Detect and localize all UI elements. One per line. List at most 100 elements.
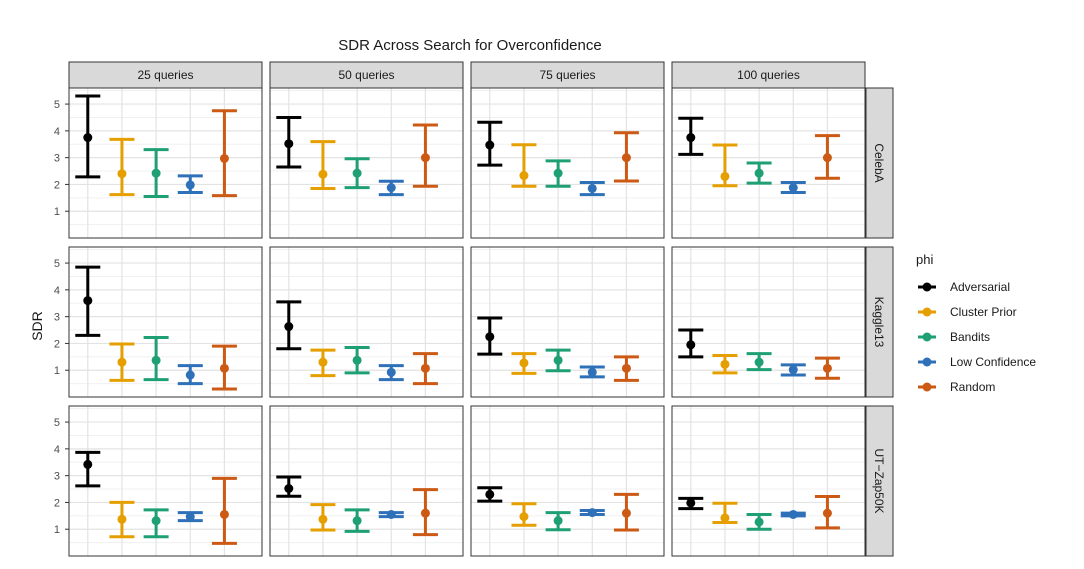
mean-point — [822, 508, 832, 518]
mean-point — [352, 516, 362, 526]
panel-border — [470, 405, 665, 557]
row-strip — [865, 246, 894, 398]
error-bar-bandits — [746, 352, 772, 372]
error-bar-random — [412, 123, 438, 188]
mean-point — [284, 139, 294, 149]
column-strip-label: 75 queries — [539, 68, 595, 82]
error-bar-random — [412, 488, 438, 537]
mean-point — [117, 514, 127, 524]
error-bar-bandits — [344, 157, 370, 190]
y-tick-label: 4 — [54, 285, 60, 297]
legend-item-cluster-prior: Cluster Prior — [918, 305, 1017, 319]
legend-title: phi — [916, 252, 933, 267]
mean-point — [185, 180, 195, 190]
panel-background — [69, 406, 262, 556]
error-bar-bandits — [746, 512, 772, 531]
chart-title: SDR Across Search for Overconfidence — [338, 37, 601, 54]
panel-background — [270, 88, 463, 238]
column-strip-label: 50 queries — [338, 68, 394, 82]
y-tick-label: 3 — [54, 471, 60, 483]
error-bar-adversarial — [276, 475, 302, 498]
panel-border — [470, 87, 665, 239]
column-strip — [470, 61, 665, 89]
mean-point — [822, 153, 832, 163]
panel-border — [68, 405, 263, 557]
legend-item-bandits: Bandits — [918, 330, 990, 344]
legend-label: Low Confidence — [950, 355, 1036, 369]
y-tick-label: 1 — [54, 365, 60, 377]
error-bar-random — [211, 344, 237, 391]
error-bar-bandits — [746, 161, 772, 185]
mean-point — [219, 509, 229, 519]
row-strip-label: Kaggle13 — [872, 297, 886, 348]
error-bar-low-confidence — [177, 511, 203, 523]
mean-point — [420, 153, 430, 163]
row-strip-label: CelebA — [872, 143, 886, 182]
mean-point — [485, 140, 495, 150]
mean-point — [553, 168, 563, 178]
error-bar-cluster-prior — [109, 500, 135, 539]
error-bar-cluster-prior — [712, 501, 738, 525]
error-bar-low-confidence — [780, 509, 806, 519]
error-bar-adversarial — [477, 316, 503, 356]
panel-border — [671, 405, 866, 557]
panel-border — [269, 405, 464, 557]
mean-point — [519, 512, 529, 522]
y-tick-label: 2 — [54, 179, 60, 191]
mean-point — [754, 168, 764, 178]
mean-point — [485, 489, 495, 499]
error-bar-bandits — [344, 345, 370, 375]
legend-label: Cluster Prior — [950, 305, 1017, 319]
error-bar-adversarial — [477, 486, 503, 503]
mean-point — [151, 355, 161, 365]
error-bar-cluster-prior — [712, 143, 738, 188]
y-tick-label: 5 — [54, 258, 60, 270]
error-bar-low-confidence — [378, 509, 404, 519]
error-bar-low-confidence — [378, 364, 404, 382]
legend-label: Random — [950, 380, 995, 394]
y-tick-label: 5 — [54, 99, 60, 111]
mean-point — [318, 514, 328, 524]
error-bar-random — [613, 131, 639, 183]
error-bar-cluster-prior — [109, 137, 135, 197]
legend-key-point — [922, 307, 932, 317]
error-bar-cluster-prior — [712, 353, 738, 375]
mean-point — [621, 153, 631, 163]
error-bar-low-confidence — [579, 181, 605, 197]
mean-point — [83, 459, 93, 469]
error-bar-adversarial — [678, 328, 704, 359]
mean-point — [352, 168, 362, 178]
legend-key-point — [922, 282, 932, 292]
legend-label: Bandits — [950, 330, 990, 344]
panel-background — [471, 406, 664, 556]
error-bar-cluster-prior — [310, 140, 336, 190]
mean-point — [754, 517, 764, 527]
column-strip — [269, 61, 464, 89]
error-bar-adversarial — [75, 265, 101, 337]
mean-point — [83, 133, 93, 143]
mean-point — [185, 512, 195, 522]
mean-point — [822, 363, 832, 373]
error-bar-adversarial — [276, 300, 302, 351]
error-bar-adversarial — [75, 450, 101, 488]
error-bar-random — [211, 109, 237, 198]
mean-point — [318, 357, 328, 367]
y-tick-label: 1 — [54, 206, 60, 218]
row-strip-label: UT−Zap50K — [872, 448, 886, 513]
row-strip — [865, 87, 894, 239]
panel-background — [69, 88, 262, 238]
y-tick-label: 3 — [54, 312, 60, 324]
mean-point — [151, 168, 161, 178]
error-bar-adversarial — [75, 94, 101, 179]
error-bar-random — [814, 134, 840, 180]
mean-point — [686, 340, 696, 350]
error-bar-low-confidence — [780, 181, 806, 194]
y-tick-label: 4 — [54, 444, 60, 456]
error-bar-bandits — [344, 508, 370, 533]
mean-point — [553, 355, 563, 365]
mean-point — [386, 183, 396, 193]
y-tick-label: 4 — [54, 126, 60, 138]
panel-border — [269, 87, 464, 239]
error-bar-low-confidence — [579, 508, 605, 518]
panel-background — [672, 247, 865, 397]
